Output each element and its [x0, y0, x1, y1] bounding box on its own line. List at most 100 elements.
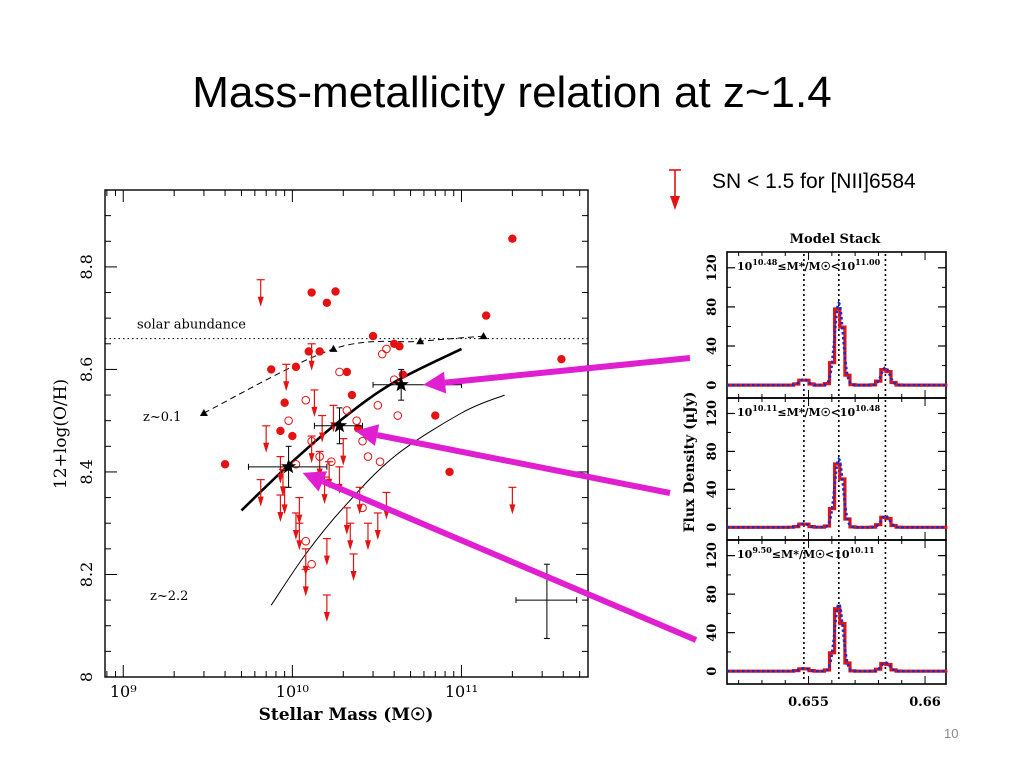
open-point: [307, 559, 316, 569]
filled-point: [280, 398, 289, 407]
upper-limit-arrow: [373, 512, 382, 540]
upper-limit-arrow: [282, 363, 291, 392]
upper-limit-arrow: [262, 425, 271, 453]
filled-point: [342, 367, 352, 377]
x-tick-label: 10⁹: [110, 682, 137, 701]
upper-limit-arrow: [276, 494, 285, 523]
stack-model-line: [727, 456, 946, 529]
data-points: [220, 234, 566, 622]
open-point: [301, 395, 311, 405]
filled-point: [431, 411, 440, 420]
legend-arrow-icon: [669, 169, 681, 210]
open-point: [335, 367, 344, 377]
filled-point: [368, 331, 378, 341]
stack-panel-label: 1010.11≤M*/M☉<1010.48: [737, 403, 881, 419]
stack-y-tick-label: 120: [705, 542, 720, 569]
stack-model-line: [727, 300, 946, 387]
stack-y-tick-label: 40: [705, 337, 720, 355]
upper-limit-arrow: [363, 522, 372, 551]
open-point: [373, 401, 383, 410]
filled-point: [267, 365, 276, 374]
stack-x-tick-label: 0.655: [788, 695, 829, 710]
stack-y-axis-label: Flux Density (μJy): [682, 392, 698, 533]
y-tick-label: 8: [77, 672, 96, 682]
stack-y-tick-label: 40: [705, 480, 720, 498]
upper-limit-arrow: [339, 438, 348, 466]
upper-limit-arrow: [295, 496, 304, 525]
z01-triangle: [416, 337, 425, 345]
stack-y-tick-label: 0: [705, 381, 720, 390]
z01-label: z~0.1: [143, 410, 181, 425]
stack-panel-label: 1010.48≤M*/M☉<1011.00: [737, 257, 881, 273]
open-point: [342, 406, 352, 415]
filled-point: [304, 347, 313, 356]
y-tick-label: 8.4: [77, 459, 96, 484]
z14-fit-curve: [240, 347, 463, 512]
stack-model-line: [727, 601, 946, 673]
stack-y-tick-label: 120: [705, 254, 720, 281]
stack-histogram: [727, 462, 948, 529]
stack-y-tick-label: 120: [705, 400, 720, 427]
relation-curves: [199, 332, 505, 606]
z01-triangle: [199, 408, 208, 416]
open-point: [363, 452, 373, 461]
stack-y-tick-label: 0: [705, 523, 720, 532]
upper-limit-arrow: [310, 389, 319, 417]
legend-label: SN < 1.5 for [NII]6584: [712, 170, 916, 193]
upper-limit-arrow: [307, 435, 316, 464]
stack-y-tick-label: 80: [705, 585, 720, 603]
stack-y-tick-label: 80: [705, 298, 720, 316]
filled-point: [445, 467, 454, 477]
filled-point: [395, 342, 404, 351]
x-axis-label: Stellar Mass (M☉): [259, 705, 434, 725]
filled-point: [307, 288, 316, 297]
upper-limit-arrow: [291, 512, 300, 540]
upper-limit-arrow: [256, 279, 265, 307]
axis-ticks: [105, 189, 588, 678]
stack-content: 0 40 80 120 1010.48≤M*/M☉<1011.00 0 40 80 120 101…: [705, 251, 948, 710]
upper-limit-arrow: [342, 507, 351, 535]
upper-limit-arrow: [322, 537, 331, 566]
solar-abundance-label: solar abundance: [137, 318, 246, 333]
upper-limit-arrow: [318, 414, 327, 443]
y-tick-label: 8.8: [77, 254, 96, 279]
stack-panel: 0 40 80 120 1010.48≤M*/M☉<1011.00: [705, 251, 948, 399]
open-point: [284, 416, 293, 425]
open-point: [389, 375, 399, 384]
stack-point: [313, 407, 364, 445]
upper-limit-arrow: [256, 479, 265, 507]
filled-point: [315, 347, 324, 356]
y-axis-label: 12+log(O/H): [51, 379, 71, 489]
x-tick-label: 10¹⁰: [276, 682, 309, 701]
z01-triangle: [329, 344, 338, 352]
filled-point: [288, 431, 297, 441]
y-tick-label: 8.2: [77, 562, 96, 587]
filled-point: [331, 287, 340, 296]
plot-frame: [104, 189, 589, 678]
upper-limit-arrow: [346, 522, 355, 551]
pointer-arrow: [355, 424, 671, 496]
page-number: 10: [944, 726, 959, 741]
filled-point: [322, 298, 332, 307]
upper-limit-arrow: [276, 455, 285, 484]
x-tick-label: 10¹¹: [445, 682, 478, 701]
filled-point: [276, 426, 285, 436]
pointer-arrow: [302, 471, 698, 643]
open-point: [375, 457, 385, 466]
upper-limit-arrow: [349, 553, 358, 581]
stack-x-tick-label: 0.66: [909, 695, 941, 710]
open-point: [377, 349, 387, 359]
x-tick-labels: 10⁹ 10¹⁰ 10¹¹: [110, 682, 478, 701]
open-point: [358, 436, 367, 446]
stack-panel-label: 109.50≤M*/M☉<1010.11: [737, 545, 875, 561]
stack-title: Model Stack: [790, 232, 882, 247]
upper-limit-arrow: [508, 486, 517, 515]
open-point: [382, 344, 391, 354]
z22-curve: [270, 394, 505, 606]
y-tick-label: 8.6: [77, 357, 96, 382]
stack-panel: 0 40 80 120 1010.11≤M*/M☉<1010.48: [705, 397, 948, 541]
